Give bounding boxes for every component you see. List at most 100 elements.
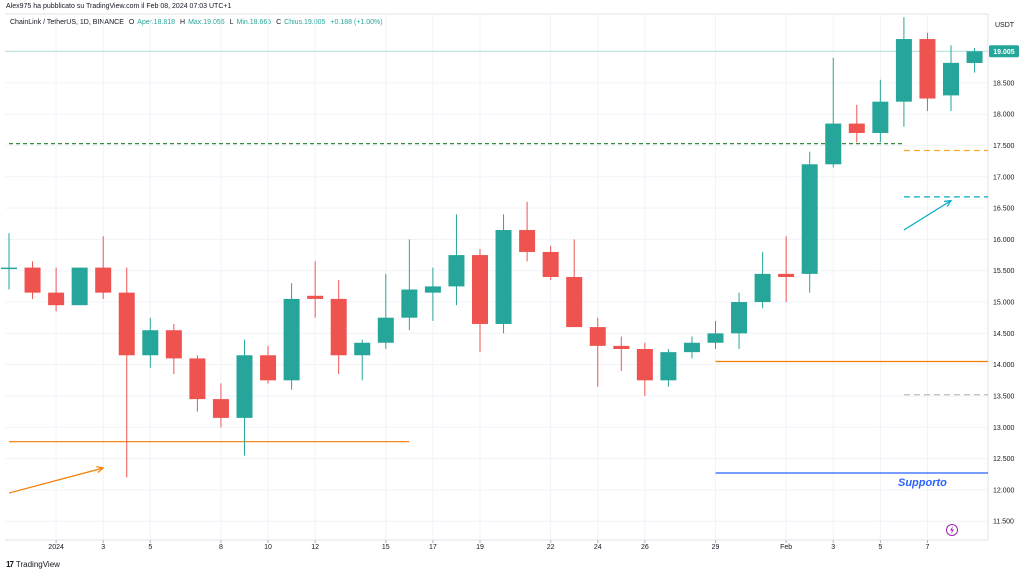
y-tick-label: 17.500: [993, 143, 1015, 150]
symbol-name[interactable]: ChainLink / TetherUS, 1D, BINANCE: [10, 19, 124, 26]
candle-body[interactable]: [778, 273, 795, 277]
candle-body[interactable]: [24, 267, 41, 293]
candle-body[interactable]: [236, 355, 253, 418]
candle-body[interactable]: [142, 330, 159, 356]
candle-body[interactable]: [212, 399, 229, 418]
candle-body[interactable]: [377, 317, 394, 343]
lightning-icon[interactable]: [946, 524, 958, 536]
candle-body[interactable]: [48, 292, 65, 306]
candle-body[interactable]: [118, 292, 135, 356]
candle-body[interactable]: [283, 298, 300, 381]
y-tick-label: 13.000: [993, 425, 1015, 432]
candle-body[interactable]: [307, 295, 324, 299]
y-tick-label: 17.000: [993, 174, 1015, 181]
y-tick-label: 16.500: [993, 206, 1015, 213]
candle-body[interactable]: [71, 267, 88, 306]
candle-body[interactable]: [801, 164, 818, 274]
x-tick-label: 5: [148, 544, 152, 551]
publish-header: Alex975 ha pubblicato su TradingView.com…: [6, 3, 232, 10]
symbol-info-bar: ChainLink / TetherUS, 1D, BINANCE O Aper.…: [10, 19, 386, 26]
candle-body[interactable]: [589, 327, 606, 346]
last-price-badge: [989, 45, 1019, 58]
candle-body[interactable]: [848, 123, 865, 133]
last-price-label: 19.005: [993, 49, 1015, 56]
low-value: Min.18.665: [236, 19, 272, 26]
y-tick-label: 15.000: [993, 300, 1015, 307]
candle-body[interactable]: [872, 101, 889, 133]
candle-body[interactable]: [401, 289, 418, 318]
y-tick-label: 11.500: [993, 519, 1014, 526]
y-tick-label: 14.000: [993, 362, 1015, 369]
x-tick-label: 3: [831, 544, 835, 551]
x-tick-label: 5: [878, 544, 882, 551]
candle-body[interactable]: [424, 286, 441, 293]
candle-body[interactable]: [566, 277, 583, 328]
change-value: +0.188 (+1.00%): [330, 19, 383, 26]
y-tick-label: 15.500: [993, 268, 1015, 275]
open-value: Aper.18.818: [137, 19, 176, 26]
candle-body[interactable]: [636, 349, 653, 381]
support-label: Supporto: [898, 477, 947, 489]
orange-arrow[interactable]: [8, 467, 104, 494]
x-tick-label: 12: [311, 544, 319, 551]
x-tick-label: 15: [382, 544, 390, 551]
candle-body[interactable]: [943, 62, 959, 96]
teal-arrow-head: [943, 199, 953, 207]
lightning-bolt-icon: [950, 526, 954, 534]
candle-body[interactable]: [448, 255, 465, 287]
candle-body[interactable]: [660, 352, 677, 381]
candle-body[interactable]: [519, 230, 536, 252]
x-tick-label: 19: [476, 544, 484, 551]
y-tick-label: 12.000: [993, 487, 1015, 494]
candle-body[interactable]: [731, 302, 748, 334]
candle-body[interactable]: [919, 39, 936, 99]
candle-body[interactable]: [330, 298, 347, 356]
candle-body[interactable]: [354, 342, 371, 356]
y-tick-label: 12.500: [993, 456, 1015, 463]
candle-body[interactable]: [260, 355, 277, 381]
candle-body[interactable]: [825, 123, 842, 165]
tradingview-logo-icon: 17: [6, 560, 14, 569]
y-tick-label: 13.500: [993, 393, 1015, 400]
high-label: H: [180, 19, 186, 26]
candle-body[interactable]: [495, 230, 512, 324]
candle-body[interactable]: [472, 255, 488, 324]
close-value: Chius.19.005: [284, 19, 326, 26]
x-tick-label: 8: [219, 544, 223, 551]
candle-body[interactable]: [895, 39, 912, 102]
teal-arrow[interactable]: [903, 200, 952, 231]
tradingview-footer[interactable]: 17 TradingView: [6, 560, 60, 569]
x-tick-label: 29: [712, 544, 720, 551]
currency-label: USDT: [995, 22, 1015, 29]
y-tick-label: 18.000: [993, 112, 1015, 119]
y-tick-label: 14.500: [993, 331, 1015, 338]
x-tick-label: Feb: [780, 544, 792, 551]
high-value: Max.19.056: [188, 19, 225, 26]
x-tick-label: 10: [264, 544, 272, 551]
candle-body[interactable]: [613, 345, 630, 350]
candle-body[interactable]: [165, 330, 182, 359]
candle-body[interactable]: [1, 267, 17, 270]
candle-body[interactable]: [542, 251, 559, 277]
x-tick-label: 3: [101, 544, 105, 551]
x-tick-label: 2024: [48, 544, 64, 551]
orange-arrow-head: [96, 466, 105, 474]
candle-body[interactable]: [754, 273, 771, 303]
tradingview-brand: TradingView: [15, 560, 60, 569]
y-tick-label: 16.000: [993, 237, 1015, 244]
x-tick-label: 22: [547, 544, 555, 551]
candle-body[interactable]: [707, 333, 724, 343]
y-tick-label: 18.500: [993, 80, 1015, 87]
candle-body[interactable]: [189, 358, 206, 400]
x-tick-label: 26: [641, 544, 649, 551]
candle-body[interactable]: [966, 51, 983, 63]
low-label: L: [229, 19, 234, 26]
x-tick-label: 24: [594, 544, 602, 551]
x-tick-label: 7: [925, 544, 929, 551]
close-label: C: [276, 19, 282, 26]
candle-body[interactable]: [95, 267, 112, 293]
candle-body[interactable]: [683, 342, 700, 353]
open-label: O: [128, 19, 135, 26]
x-tick-label: 17: [429, 544, 437, 551]
